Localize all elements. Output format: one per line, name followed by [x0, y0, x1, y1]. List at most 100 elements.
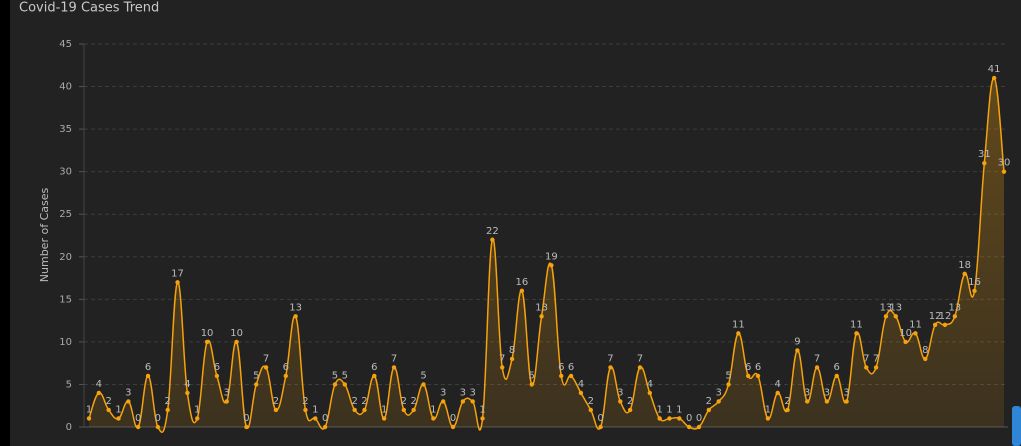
data-label: 19: [545, 251, 558, 262]
point: [86, 416, 92, 421]
data-label: 5: [332, 370, 338, 381]
point: [352, 407, 357, 413]
point: [500, 365, 505, 370]
point: [234, 339, 239, 345]
data-label: 1: [479, 404, 485, 415]
data-label: 10: [201, 328, 214, 339]
point: [460, 399, 466, 404]
data-label: 7: [607, 353, 613, 364]
data-label: 1: [381, 404, 387, 415]
data-label: 8: [509, 345, 515, 356]
point: [716, 399, 721, 404]
data-label: 11: [850, 319, 863, 330]
data-label: 0: [696, 413, 702, 424]
data-label: 12: [929, 311, 942, 322]
data-label: 11: [732, 319, 745, 330]
point: [854, 331, 859, 336]
point: [332, 382, 338, 387]
data-label: 2: [627, 396, 633, 407]
point: [539, 314, 544, 319]
point: [549, 263, 554, 268]
y-tick-label: 20: [59, 252, 72, 263]
data-label: 7: [499, 353, 505, 364]
y-tick-label: 30: [59, 167, 72, 178]
data-label: 2: [105, 396, 111, 407]
data-label: 5: [529, 370, 535, 381]
data-label: 4: [647, 379, 653, 390]
point: [106, 407, 111, 413]
data-label: 2: [706, 396, 712, 407]
area: [89, 77, 1004, 433]
point: [962, 271, 967, 276]
point: [588, 407, 593, 413]
point: [883, 314, 889, 319]
point: [578, 390, 584, 396]
data-label: 13: [880, 302, 893, 313]
data-label: 2: [273, 396, 279, 407]
point: [195, 416, 200, 421]
point: [273, 407, 279, 413]
data-label: 3: [460, 387, 466, 398]
point: [362, 407, 367, 413]
y-tick-label: 15: [59, 294, 72, 305]
y-tick-label: 25: [59, 209, 72, 220]
point: [598, 424, 603, 430]
data-label: 6: [371, 362, 377, 373]
data-label: 7: [873, 353, 879, 364]
data-label: 0: [322, 413, 328, 424]
data-label: 6: [145, 362, 151, 373]
data-label: 1: [115, 404, 121, 415]
point: [411, 407, 416, 413]
point: [873, 365, 879, 370]
data-label: 6: [745, 362, 751, 373]
point: [145, 373, 151, 379]
data-label: 6: [834, 362, 840, 373]
point: [313, 416, 318, 421]
line: [88, 77, 1005, 433]
data-label: 30: [998, 158, 1011, 169]
point: [834, 373, 839, 379]
data-label: 3: [843, 387, 849, 398]
data-label: 10: [230, 328, 243, 339]
point: [214, 373, 220, 379]
data-label: 5: [420, 370, 426, 381]
point: [932, 322, 938, 328]
data-label: 41: [988, 64, 1001, 75]
data-label: 10: [899, 328, 912, 339]
data-label: 3: [804, 387, 810, 398]
point: [490, 237, 495, 242]
data-label: 9: [794, 336, 800, 347]
point: [686, 424, 692, 430]
data-label: 2: [784, 396, 790, 407]
data-label: 6: [568, 362, 574, 373]
scroll-handle[interactable]: [1012, 406, 1021, 446]
point: [224, 399, 229, 404]
point: [165, 407, 170, 413]
point: [509, 356, 515, 362]
point: [381, 416, 387, 421]
data-label: 13: [289, 302, 302, 313]
data-label: 1: [666, 404, 672, 415]
point: [116, 416, 121, 421]
data-label: 1: [765, 404, 771, 415]
data-label: 3: [470, 387, 476, 398]
point: [372, 373, 377, 379]
y-tick-label: 40: [59, 82, 72, 93]
data-label: 2: [588, 396, 594, 407]
data-label: 4: [96, 379, 102, 390]
side-strip: [0, 0, 10, 446]
data-label: 4: [184, 379, 190, 390]
data-label: 11: [909, 319, 922, 330]
data-label: 8: [922, 345, 928, 356]
point: [805, 399, 810, 404]
point: [204, 339, 210, 345]
data-label: 2: [165, 396, 171, 407]
point: [322, 424, 328, 430]
point: [736, 331, 741, 336]
point: [982, 160, 987, 166]
point: [755, 373, 761, 379]
point: [263, 365, 269, 370]
data-label: 7: [863, 353, 869, 364]
data-label: 13: [948, 302, 961, 313]
data-label: 1: [430, 404, 436, 415]
